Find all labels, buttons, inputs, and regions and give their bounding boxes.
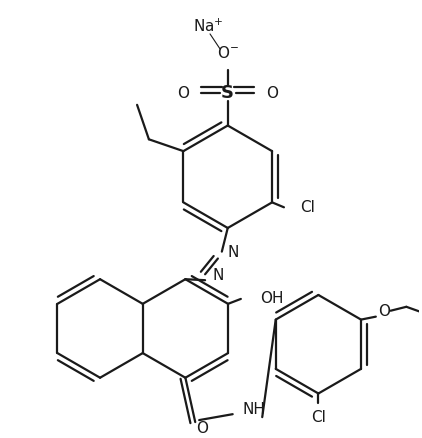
Text: O: O	[266, 85, 278, 100]
Text: N: N	[228, 245, 239, 260]
Text: O$^{-}$: O$^{-}$	[217, 45, 239, 60]
Text: Na$^{+}$: Na$^{+}$	[193, 18, 224, 35]
Text: OH: OH	[260, 291, 284, 307]
Text: S: S	[221, 84, 234, 102]
Text: N: N	[213, 268, 225, 283]
Text: Cl: Cl	[300, 200, 314, 215]
Text: NH: NH	[243, 402, 265, 417]
Text: O: O	[177, 85, 189, 100]
Text: O: O	[196, 420, 208, 435]
Text: O: O	[378, 304, 390, 319]
Text: Cl: Cl	[311, 410, 326, 424]
